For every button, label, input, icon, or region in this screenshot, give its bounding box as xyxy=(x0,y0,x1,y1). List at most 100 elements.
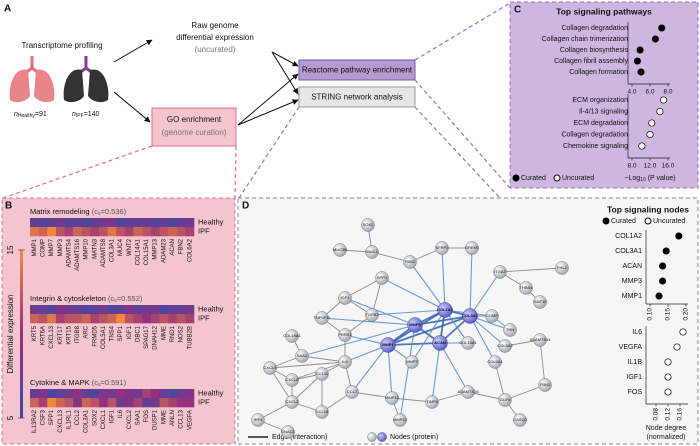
node-label: SPP1 xyxy=(377,275,388,280)
heat-cell xyxy=(176,314,186,324)
dot xyxy=(659,96,668,104)
node xyxy=(263,361,277,375)
healthy-count: nHealthy=91 xyxy=(14,111,47,119)
edge xyxy=(387,344,393,399)
edge xyxy=(539,339,546,386)
node xyxy=(285,373,299,387)
heat-cell xyxy=(73,218,83,228)
column-label: ITGB8 xyxy=(75,325,81,343)
node xyxy=(365,308,379,322)
heat-cell xyxy=(168,398,178,408)
node-label: COMP xyxy=(486,313,498,318)
node-label: CXCL2 xyxy=(286,399,300,404)
node-label: MMP1 xyxy=(382,342,394,347)
heatmap-title: Matrix remodeling (cs=0.536) xyxy=(30,207,127,217)
heat-cell xyxy=(107,227,117,237)
heat-cell xyxy=(133,314,143,324)
heatmap-stat: s xyxy=(98,382,101,388)
column-label: MMP10 xyxy=(84,238,90,259)
heat-cell xyxy=(159,314,169,324)
node-legend-marker xyxy=(367,432,377,442)
node-label: FBN1 xyxy=(540,382,551,387)
colorbar-tick-label: 5 xyxy=(6,415,15,420)
column-label: FRMD5 xyxy=(92,325,98,346)
node xyxy=(338,355,352,369)
category-label: Collagen biosynthesis xyxy=(560,47,629,54)
heat-cell xyxy=(124,389,134,399)
go-label: (genome curation) xyxy=(162,128,227,137)
dot xyxy=(636,46,644,54)
node-label: CASQ2 xyxy=(513,417,527,422)
category-label: MMP3 xyxy=(622,278,642,285)
heat-cell xyxy=(55,227,65,237)
node-label: TGFB3 xyxy=(366,312,380,317)
category-label: ACAN xyxy=(623,263,642,270)
node xyxy=(403,255,417,269)
heat-cell xyxy=(168,314,178,324)
dot xyxy=(659,277,667,285)
category-label: Collagen formation xyxy=(569,69,628,76)
heat-cell xyxy=(38,305,48,315)
column-label: MME xyxy=(161,326,167,340)
heat-cell xyxy=(73,305,83,315)
node-label: MUC4 xyxy=(366,249,378,254)
edge xyxy=(387,315,471,346)
heatmap-stat: (c xyxy=(106,294,115,303)
healthy-lung xyxy=(9,56,55,103)
arrow xyxy=(237,73,299,126)
node xyxy=(513,413,527,427)
x-tick-label: 0.08 xyxy=(653,408,660,421)
category-label: MMP1 xyxy=(622,293,642,300)
heatmap-title: Integrin & cytoskeleton (cs=0.552) xyxy=(30,294,143,304)
column-label: ACAN xyxy=(170,239,176,256)
colorbar xyxy=(20,250,23,418)
column-label: ARC xyxy=(84,325,90,338)
heat-cell xyxy=(47,389,57,399)
node-label: COL15A1 xyxy=(459,340,477,345)
heat-cell xyxy=(124,398,134,408)
heatmap-stat: =0.591) xyxy=(100,378,126,387)
heat-cell xyxy=(47,398,57,408)
column-label: DUSP1 xyxy=(153,409,159,430)
edge xyxy=(441,247,446,311)
column-label: WNT2 xyxy=(127,238,133,256)
heat-cell xyxy=(38,314,48,324)
edge xyxy=(409,261,446,311)
column-label: TUBB2B xyxy=(187,326,193,349)
category-label: FOS xyxy=(628,389,643,396)
node xyxy=(461,336,475,350)
column-label: KRT5 xyxy=(32,325,38,341)
heat-cell xyxy=(142,227,152,237)
edge xyxy=(387,342,441,346)
heat-cell xyxy=(185,314,195,324)
dot xyxy=(659,262,667,270)
heat-cell xyxy=(142,398,152,408)
network: SOX2 MUC5B MUC4 FBN2 SFRP2 GREM1 ITGA7 FHL2 SPP1… xyxy=(251,218,569,439)
node-label: ACAN xyxy=(434,340,446,345)
node xyxy=(519,281,533,295)
heat-cell xyxy=(30,227,39,237)
heat-cell xyxy=(116,314,126,324)
column-label: IL1RL1 xyxy=(66,409,72,429)
column-label: MUC4 xyxy=(118,238,124,256)
column-label: KRT6A xyxy=(41,326,47,345)
node xyxy=(295,349,309,363)
column-label: COMP xyxy=(41,239,47,257)
heatmap-stat: =0.536) xyxy=(100,207,126,216)
heatmap-stat: s xyxy=(114,298,117,304)
arrow xyxy=(237,99,299,126)
raw-label: differential expression xyxy=(176,33,254,42)
heat-cell xyxy=(176,218,186,228)
node-label: PRRX1 xyxy=(338,332,352,337)
dot xyxy=(662,247,670,255)
heat-cell xyxy=(159,398,169,408)
reactome-label: Reactome pathway enrichment xyxy=(302,66,413,75)
node xyxy=(435,241,449,255)
heat-cell xyxy=(150,227,160,237)
category-label: Chemokine signaling xyxy=(563,143,628,150)
column-label: MATN3 xyxy=(92,238,98,259)
heat-cell xyxy=(38,227,48,237)
node-label: THBS4 xyxy=(520,285,534,290)
heat-cell xyxy=(185,305,195,315)
category-label: IGF1 xyxy=(626,374,642,381)
